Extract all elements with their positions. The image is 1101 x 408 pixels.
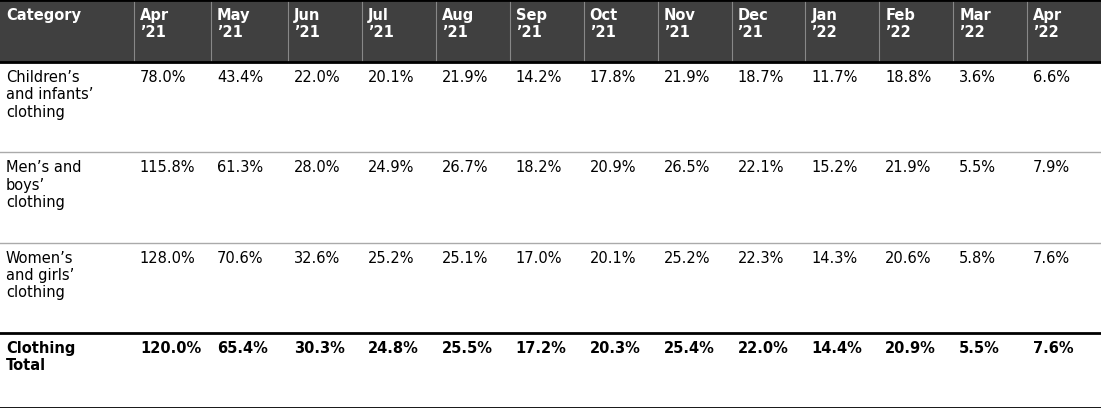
Text: 5.5%: 5.5%: [959, 160, 996, 175]
Bar: [0, 333, 1101, 408]
Text: 28.0%: 28.0%: [294, 160, 340, 175]
Text: 17.0%: 17.0%: [515, 251, 563, 266]
Text: Category: Category: [6, 8, 81, 23]
Text: Oct
’21: Oct ’21: [590, 8, 618, 40]
Text: 14.4%: 14.4%: [811, 341, 862, 356]
Text: 25.1%: 25.1%: [442, 251, 488, 266]
Text: 20.9%: 20.9%: [590, 160, 636, 175]
Text: 26.7%: 26.7%: [442, 160, 489, 175]
Text: Sep
’21: Sep ’21: [515, 8, 547, 40]
Text: Clothing
Total: Clothing Total: [6, 341, 75, 373]
Text: 70.6%: 70.6%: [217, 251, 263, 266]
Bar: [0, 62, 1101, 152]
Text: 20.6%: 20.6%: [885, 251, 931, 266]
Text: Apr
’22: Apr ’22: [1033, 8, 1062, 40]
Text: 25.5%: 25.5%: [442, 341, 493, 356]
Bar: [0, 242, 1101, 333]
Text: 21.9%: 21.9%: [885, 160, 931, 175]
Text: 25.2%: 25.2%: [664, 251, 710, 266]
Text: 18.8%: 18.8%: [885, 70, 931, 85]
Text: 26.5%: 26.5%: [664, 160, 710, 175]
Text: 5.5%: 5.5%: [959, 341, 1000, 356]
Text: 3.6%: 3.6%: [959, 70, 996, 85]
Text: 20.1%: 20.1%: [590, 251, 636, 266]
Text: 7.6%: 7.6%: [1033, 341, 1073, 356]
Text: 61.3%: 61.3%: [217, 160, 263, 175]
Text: 24.9%: 24.9%: [368, 160, 414, 175]
Text: 22.0%: 22.0%: [738, 341, 788, 356]
Text: Jun
’21: Jun ’21: [294, 8, 320, 40]
Text: 25.2%: 25.2%: [368, 251, 414, 266]
Text: 43.4%: 43.4%: [217, 70, 263, 85]
Text: 32.6%: 32.6%: [294, 251, 340, 266]
Text: 115.8%: 115.8%: [140, 160, 195, 175]
Text: Dec
’21: Dec ’21: [738, 8, 768, 40]
Text: Aug
’21: Aug ’21: [442, 8, 475, 40]
Text: 20.1%: 20.1%: [368, 70, 414, 85]
Text: 20.9%: 20.9%: [885, 341, 936, 356]
Text: 22.0%: 22.0%: [294, 70, 340, 85]
Text: 24.8%: 24.8%: [368, 341, 418, 356]
Text: 120.0%: 120.0%: [140, 341, 201, 356]
Bar: [0, 152, 1101, 242]
Text: Feb
’22: Feb ’22: [885, 8, 915, 40]
Text: 78.0%: 78.0%: [140, 70, 186, 85]
Text: 14.2%: 14.2%: [515, 70, 563, 85]
Text: Children’s
and infants’
clothing: Children’s and infants’ clothing: [6, 70, 94, 120]
Text: Men’s and
boys’
clothing: Men’s and boys’ clothing: [6, 160, 81, 210]
Text: Apr
’21: Apr ’21: [140, 8, 168, 40]
Text: 17.2%: 17.2%: [515, 341, 567, 356]
Text: 18.2%: 18.2%: [515, 160, 563, 175]
Text: 14.3%: 14.3%: [811, 251, 858, 266]
Text: 20.3%: 20.3%: [590, 341, 641, 356]
Text: 11.7%: 11.7%: [811, 70, 858, 85]
Text: 5.8%: 5.8%: [959, 251, 996, 266]
Bar: [0, 0, 1101, 62]
Text: Jul
’21: Jul ’21: [368, 8, 394, 40]
Text: Nov
’21: Nov ’21: [664, 8, 696, 40]
Text: 7.9%: 7.9%: [1033, 160, 1070, 175]
Text: 7.6%: 7.6%: [1033, 251, 1070, 266]
Text: 22.3%: 22.3%: [738, 251, 784, 266]
Text: 25.4%: 25.4%: [664, 341, 715, 356]
Text: Women’s
and girls’
clothing: Women’s and girls’ clothing: [6, 251, 74, 300]
Text: 18.7%: 18.7%: [738, 70, 784, 85]
Text: 128.0%: 128.0%: [140, 251, 196, 266]
Text: Jan
’22: Jan ’22: [811, 8, 837, 40]
Text: 15.2%: 15.2%: [811, 160, 858, 175]
Text: 6.6%: 6.6%: [1033, 70, 1070, 85]
Text: 65.4%: 65.4%: [217, 341, 268, 356]
Text: 21.9%: 21.9%: [664, 70, 710, 85]
Text: 30.3%: 30.3%: [294, 341, 345, 356]
Text: May
’21: May ’21: [217, 8, 251, 40]
Text: Mar
’22: Mar ’22: [959, 8, 991, 40]
Text: 17.8%: 17.8%: [590, 70, 636, 85]
Text: 22.1%: 22.1%: [738, 160, 784, 175]
Text: 21.9%: 21.9%: [442, 70, 488, 85]
